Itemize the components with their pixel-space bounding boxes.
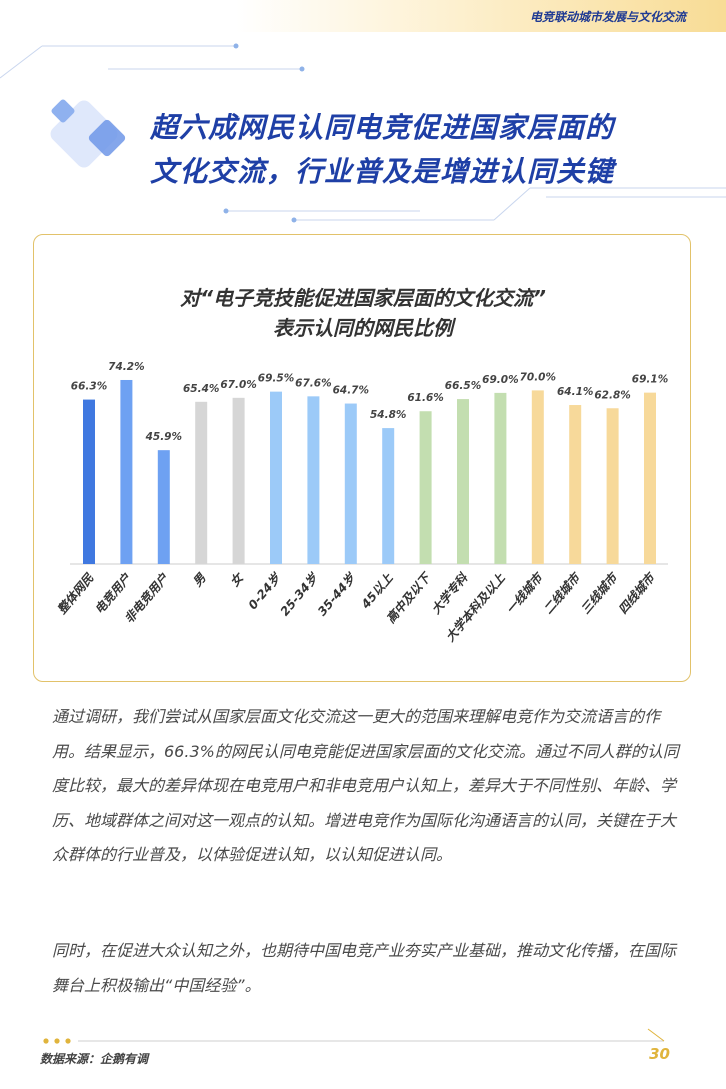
- bar-5: [270, 391, 282, 564]
- data-label-5: 69.5%: [258, 373, 294, 385]
- data-label-9: 61.6%: [407, 392, 443, 404]
- data-label-6: 67.6%: [295, 377, 331, 389]
- data-label-8: 54.8%: [370, 409, 406, 421]
- data-label-2: 45.9%: [145, 431, 182, 443]
- bar-8: [382, 428, 395, 564]
- bar-10: [457, 399, 469, 564]
- decoration-lines: [0, 43, 726, 223]
- data-label-3: 65.4%: [183, 383, 219, 395]
- header-band: [236, 0, 726, 32]
- page-title: 超六成网民认同电竞促进国家层面的 文化交流，行业普及是增进认同关键: [150, 106, 710, 194]
- diamond-logo-icon: [50, 99, 126, 168]
- header-title: 电竞联动城市发展与文化交流: [529, 10, 686, 24]
- category-label-12: 一线城市: [504, 569, 547, 616]
- bar-chart: 66.3%整体网民74.2%电竞用户45.9%非电竞用户65.4%男67.0%女…: [55, 361, 669, 644]
- page-title-line2: 文化交流，行业普及是增进认同关键: [150, 155, 615, 188]
- data-label-13: 64.1%: [557, 386, 593, 398]
- bar-6: [307, 396, 320, 564]
- category-label-5: 0-24岁: [246, 569, 285, 612]
- data-label-7: 64.7%: [333, 385, 369, 397]
- bar-0: [83, 399, 95, 564]
- body-paragraph-2: 同时，在促进大众认知之外，也期待中国电竞产业夯实产业基础，推动文化传播，在国际舞…: [52, 941, 677, 995]
- data-label-1: 74.2%: [108, 361, 144, 373]
- category-label-6: 25-34岁: [278, 569, 322, 618]
- bar-2: [157, 450, 170, 564]
- data-label-0: 66.3%: [71, 381, 107, 393]
- body-paragraph-1: 通过调研，我们尝试从国家层面文化交流这一更大的范围来理解电竞作为交流语言的作用。…: [52, 707, 679, 864]
- category-label-3: 男: [190, 570, 209, 589]
- chart-title-line2: 表示认同的网民比例: [273, 316, 453, 340]
- bar-12: [531, 390, 544, 564]
- data-label-11: 69.0%: [482, 374, 518, 386]
- bar-13: [569, 405, 582, 564]
- category-label-4: 女: [227, 569, 247, 589]
- chart-frame: [33, 234, 691, 682]
- category-label-7: 35-44岁: [315, 569, 359, 618]
- bar-11: [494, 392, 507, 564]
- bar-14: [606, 408, 619, 564]
- page-title-line1: 超六成网民认同电竞促进国家层面的: [150, 111, 615, 144]
- bar-3: [195, 401, 208, 564]
- page-number: 30: [649, 1045, 670, 1063]
- category-label-14: 三线城市: [578, 569, 621, 616]
- chart-title: 对“电子竞技能促进国家层面的文化交流” 表示认同的网民比例: [0, 283, 726, 343]
- bar-15: [644, 392, 656, 564]
- bar-1: [120, 379, 133, 564]
- data-label-10: 66.5%: [445, 380, 481, 392]
- category-label-8: 45以上: [358, 570, 396, 612]
- category-label-13: 二线城市: [541, 569, 584, 616]
- data-label-15: 69.1%: [632, 374, 668, 386]
- bar-9: [419, 411, 432, 564]
- category-label-0: 整体网民: [55, 570, 97, 617]
- data-label-12: 70.0%: [520, 371, 556, 383]
- footer-decoration: [43, 1028, 665, 1044]
- data-source: 数据来源：企鹅有调: [40, 1052, 149, 1066]
- category-label-15: 四线城市: [616, 569, 659, 616]
- bar-4: [232, 397, 245, 564]
- chart-title-line1: 对“电子竞技能促进国家层面的文化交流”: [180, 286, 546, 310]
- data-label-4: 67.0%: [220, 379, 256, 391]
- bar-7: [344, 403, 357, 564]
- data-label-14: 62.8%: [594, 389, 630, 401]
